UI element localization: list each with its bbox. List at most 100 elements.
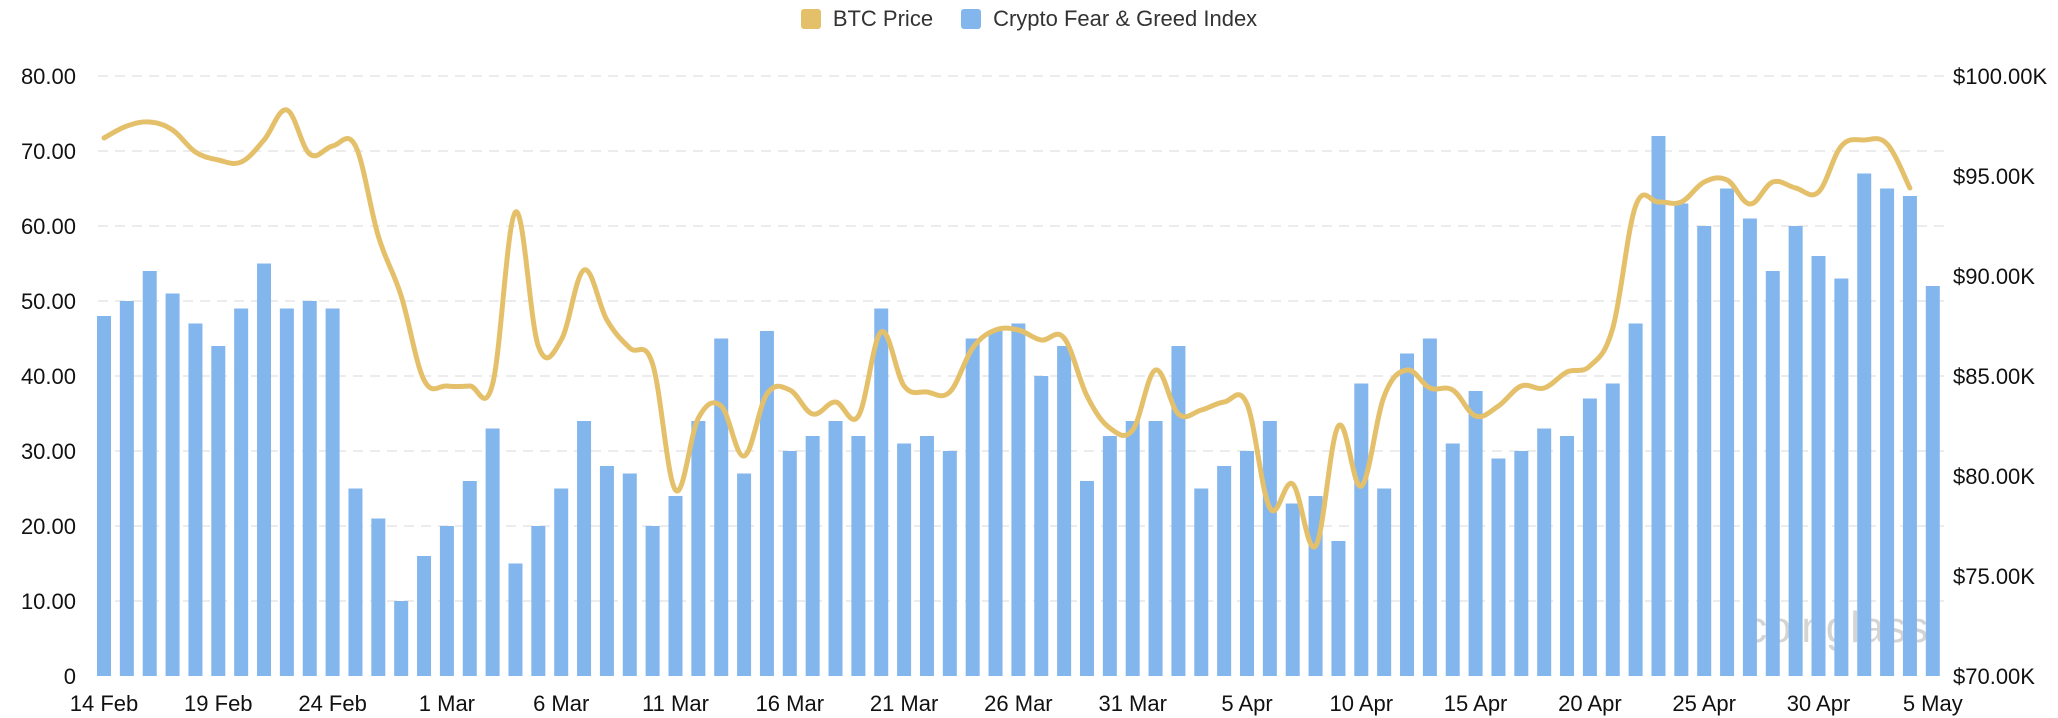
legend-swatch-fear-greed bbox=[961, 9, 982, 29]
bar bbox=[1880, 188, 1895, 676]
x-axis: 14 Feb 19 Feb 24 Feb 1 Mar 6 Mar 11 Mar 16 Mar… bbox=[70, 691, 1963, 716]
bar bbox=[1445, 443, 1460, 676]
bar bbox=[165, 293, 180, 676]
bar bbox=[554, 488, 569, 676]
bar bbox=[874, 308, 889, 676]
bar bbox=[1902, 196, 1917, 676]
bar bbox=[371, 518, 386, 676]
x-tick-label: 14 Feb bbox=[70, 691, 139, 716]
bar bbox=[97, 316, 111, 676]
bar bbox=[645, 526, 660, 676]
y-left-tick-label: 0 bbox=[64, 664, 76, 689]
bar bbox=[1720, 188, 1735, 676]
y-left-tick-label: 30.00 bbox=[21, 439, 76, 464]
bar bbox=[531, 526, 546, 676]
bar bbox=[1354, 383, 1369, 676]
bar bbox=[805, 436, 820, 676]
bar bbox=[1194, 488, 1209, 676]
bar bbox=[279, 308, 294, 676]
bar bbox=[1788, 226, 1803, 676]
legend-item-btc-price[interactable]: BTC Price bbox=[800, 6, 934, 32]
bar bbox=[668, 496, 683, 676]
bar bbox=[188, 323, 203, 676]
bar bbox=[119, 301, 134, 676]
x-tick-label: 31 Mar bbox=[1098, 691, 1166, 716]
bar bbox=[1422, 338, 1437, 676]
bar bbox=[577, 421, 592, 676]
bar bbox=[897, 443, 912, 676]
y-left-tick-label: 10.00 bbox=[21, 589, 76, 614]
bar bbox=[142, 271, 157, 676]
bar bbox=[1217, 466, 1232, 676]
bar bbox=[782, 451, 797, 676]
bar bbox=[1628, 323, 1643, 676]
bar bbox=[1514, 451, 1529, 676]
bar bbox=[439, 526, 454, 676]
bar bbox=[737, 473, 752, 676]
x-tick-label: 1 Mar bbox=[419, 691, 475, 716]
y-right-tick-label: $90.00K bbox=[1953, 264, 2035, 289]
bar bbox=[1537, 428, 1552, 676]
y-right-tick-label: $85.00K bbox=[1953, 364, 2035, 389]
bar bbox=[965, 338, 980, 676]
bar bbox=[1765, 271, 1780, 676]
y-left-tick-label: 50.00 bbox=[21, 289, 76, 314]
bar bbox=[622, 473, 637, 676]
bar bbox=[1468, 391, 1483, 676]
bar bbox=[234, 308, 249, 676]
x-tick-label: 30 Apr bbox=[1787, 691, 1851, 716]
bar bbox=[1742, 218, 1757, 676]
x-tick-label: 6 Mar bbox=[533, 691, 589, 716]
x-tick-label: 26 Mar bbox=[984, 691, 1052, 716]
bar bbox=[1582, 398, 1597, 676]
bar bbox=[1285, 503, 1300, 676]
y-left-tick-label: 70.00 bbox=[21, 139, 76, 164]
x-tick-label: 16 Mar bbox=[756, 691, 824, 716]
bar bbox=[988, 331, 1003, 676]
x-tick-label: 10 Apr bbox=[1329, 691, 1393, 716]
bar bbox=[1651, 136, 1666, 676]
bar bbox=[257, 263, 272, 676]
bar bbox=[1057, 346, 1072, 676]
bar bbox=[1148, 421, 1163, 676]
bar bbox=[1697, 226, 1712, 676]
y-right-tick-label: $70.00K bbox=[1953, 664, 2035, 689]
bar bbox=[942, 451, 957, 676]
bar bbox=[1171, 346, 1186, 676]
legend-label-fear-greed: Crypto Fear & Greed Index bbox=[993, 6, 1258, 31]
bar bbox=[919, 436, 934, 676]
y-left-tick-label: 60.00 bbox=[21, 214, 76, 239]
chart-legend: BTC Price Crypto Fear & Greed Index bbox=[0, 6, 2058, 32]
btc-price-line bbox=[101, 107, 1913, 550]
bar bbox=[1857, 173, 1872, 676]
bar bbox=[1262, 421, 1277, 676]
bar bbox=[1605, 383, 1620, 676]
legend-swatch-btc-price bbox=[800, 9, 821, 29]
y-right-tick-label: $100.00K bbox=[1953, 64, 2048, 89]
bar bbox=[462, 481, 477, 676]
y-right-tick-label: $80.00K bbox=[1953, 464, 2035, 489]
y-right-tick-label: $95.00K bbox=[1953, 164, 2035, 189]
line-series bbox=[101, 107, 1913, 550]
x-tick-label: 25 Apr bbox=[1672, 691, 1736, 716]
bar bbox=[1674, 203, 1689, 676]
bar bbox=[1125, 421, 1140, 676]
x-tick-label: 11 Mar bbox=[642, 691, 709, 716]
bar bbox=[417, 556, 432, 676]
legend-label-btc-price: BTC Price bbox=[832, 6, 934, 31]
bar bbox=[714, 338, 729, 676]
bar bbox=[1331, 541, 1346, 676]
bar bbox=[1400, 353, 1415, 676]
x-tick-label: 20 Apr bbox=[1558, 691, 1622, 716]
bar bbox=[348, 488, 363, 676]
bar bbox=[691, 421, 706, 676]
x-tick-label: 15 Apr bbox=[1444, 691, 1508, 716]
y-left-tick-label: 20.00 bbox=[21, 514, 76, 539]
bar bbox=[828, 421, 843, 676]
x-tick-label: 5 Apr bbox=[1221, 691, 1272, 716]
legend-item-fear-greed[interactable]: Crypto Fear & Greed Index bbox=[961, 6, 1257, 32]
bar bbox=[1811, 256, 1826, 676]
x-tick-label: 19 Feb bbox=[184, 691, 253, 716]
x-tick-label: 5 May bbox=[1903, 691, 1963, 716]
